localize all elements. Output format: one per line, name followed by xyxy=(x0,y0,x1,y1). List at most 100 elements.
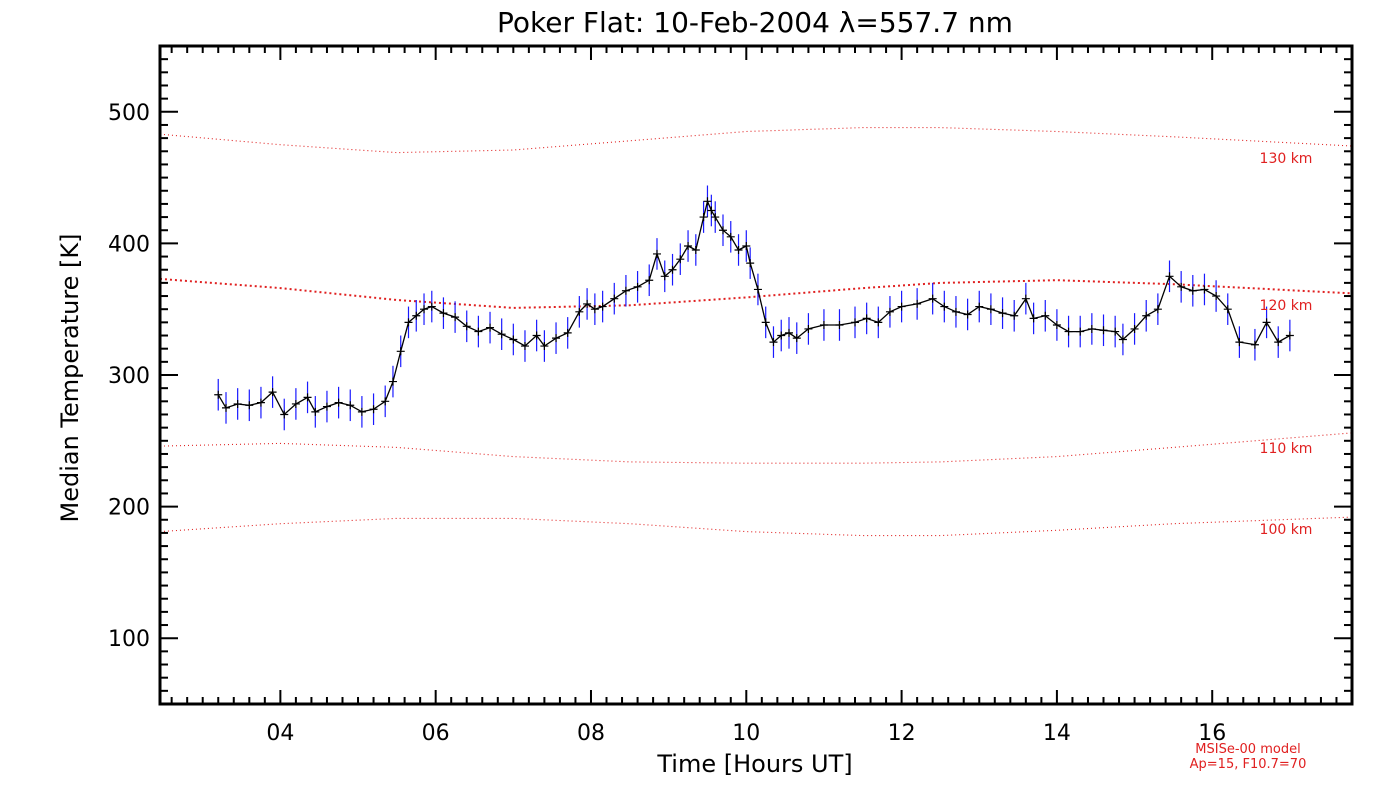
data-point xyxy=(404,318,413,327)
data-point xyxy=(1200,285,1209,294)
data-point xyxy=(1142,311,1151,320)
axes: 04 06 08 10 12 14 16 100 200 300 400 500 xyxy=(108,44,1354,746)
data-point xyxy=(718,226,727,235)
data-point xyxy=(322,402,331,411)
data-point xyxy=(928,294,937,303)
data-point xyxy=(509,335,518,344)
error-bars xyxy=(217,185,1291,431)
data-point xyxy=(346,401,355,410)
data-point xyxy=(334,398,343,407)
data-point xyxy=(660,272,669,281)
data-point xyxy=(1153,305,1162,314)
y-tick-label: 100 xyxy=(108,627,150,652)
data-point xyxy=(1029,314,1038,323)
data-point xyxy=(311,407,320,416)
data-point xyxy=(862,314,871,323)
data-point xyxy=(1250,340,1259,349)
data-point xyxy=(610,294,619,303)
data-point xyxy=(652,249,661,258)
data-point xyxy=(1130,324,1139,333)
data-point xyxy=(975,302,984,311)
model-curve-110km xyxy=(159,432,1353,464)
data-point xyxy=(214,390,223,399)
temperature-line xyxy=(217,199,1291,416)
model-label-130km: 130 km xyxy=(1260,151,1313,167)
data-point xyxy=(676,255,685,264)
y-tick-label: 500 xyxy=(108,101,150,126)
data-point xyxy=(726,232,735,241)
model-label-100km: 100 km xyxy=(1260,522,1313,538)
y-tick-label: 400 xyxy=(108,232,150,257)
x-tick-label: 10 xyxy=(732,721,760,746)
data-point xyxy=(280,410,289,419)
data-point xyxy=(668,265,677,274)
data-point xyxy=(691,245,700,254)
data-point xyxy=(897,302,906,311)
data-point xyxy=(1052,320,1061,329)
data-point xyxy=(885,307,894,316)
data-point xyxy=(1064,327,1073,336)
data-point xyxy=(851,318,860,327)
data-point xyxy=(1212,292,1221,301)
data-point xyxy=(1111,327,1120,336)
temperature-series xyxy=(214,197,1294,419)
model-curve-130km xyxy=(159,127,1353,154)
data-point xyxy=(792,334,801,343)
data-point xyxy=(427,302,436,311)
data-point xyxy=(621,286,630,295)
data-point xyxy=(1076,327,1085,336)
data-point xyxy=(1165,272,1174,281)
data-point xyxy=(703,197,712,206)
data-point xyxy=(497,330,506,339)
data-point xyxy=(777,331,786,340)
data-point xyxy=(1262,318,1271,327)
data-point xyxy=(963,310,972,319)
data-point xyxy=(474,327,483,336)
data-point xyxy=(388,377,397,386)
data-point xyxy=(583,299,592,308)
data-point xyxy=(742,242,751,251)
data-point xyxy=(222,403,231,412)
data-point xyxy=(785,328,794,337)
model-label-120km: 120 km xyxy=(1260,298,1313,314)
data-point xyxy=(1177,282,1186,291)
x-axis-label: Time [Hours UT] xyxy=(656,750,852,778)
x-tick-label: 04 xyxy=(266,721,294,746)
data-point xyxy=(699,213,708,222)
model-curve-100km xyxy=(159,516,1353,537)
x-tick-label: 12 xyxy=(888,721,916,746)
data-point xyxy=(1274,338,1283,347)
data-point xyxy=(268,388,277,397)
data-point xyxy=(563,328,572,337)
data-point xyxy=(951,307,960,316)
data-point xyxy=(357,407,366,416)
data-point xyxy=(552,334,561,343)
x-tick-label: 08 xyxy=(577,721,605,746)
data-point xyxy=(1099,326,1108,335)
data-point xyxy=(633,282,642,291)
data-point xyxy=(1021,294,1030,303)
y-axis-label: Median Temperature [K] xyxy=(56,233,84,522)
data-point xyxy=(1223,305,1232,314)
data-point xyxy=(520,342,529,351)
data-point xyxy=(439,309,448,318)
data-point xyxy=(998,309,1007,318)
data-point xyxy=(684,242,693,251)
data-point xyxy=(540,342,549,351)
data-point xyxy=(1188,286,1197,295)
data-point xyxy=(835,320,844,329)
data-point xyxy=(303,393,312,402)
model-note-line2: Ap=15, F10.7=70 xyxy=(1190,757,1307,772)
data-point xyxy=(245,401,254,410)
data-point xyxy=(819,320,828,329)
data-point xyxy=(291,399,300,408)
data-point xyxy=(598,302,607,311)
data-point xyxy=(233,399,242,408)
data-point xyxy=(761,318,770,327)
x-tick-label: 06 xyxy=(422,721,450,746)
data-point xyxy=(1087,324,1096,333)
data-point xyxy=(753,285,762,294)
data-point xyxy=(486,323,495,332)
model-note-line1: MSISe-00 model xyxy=(1195,742,1300,757)
